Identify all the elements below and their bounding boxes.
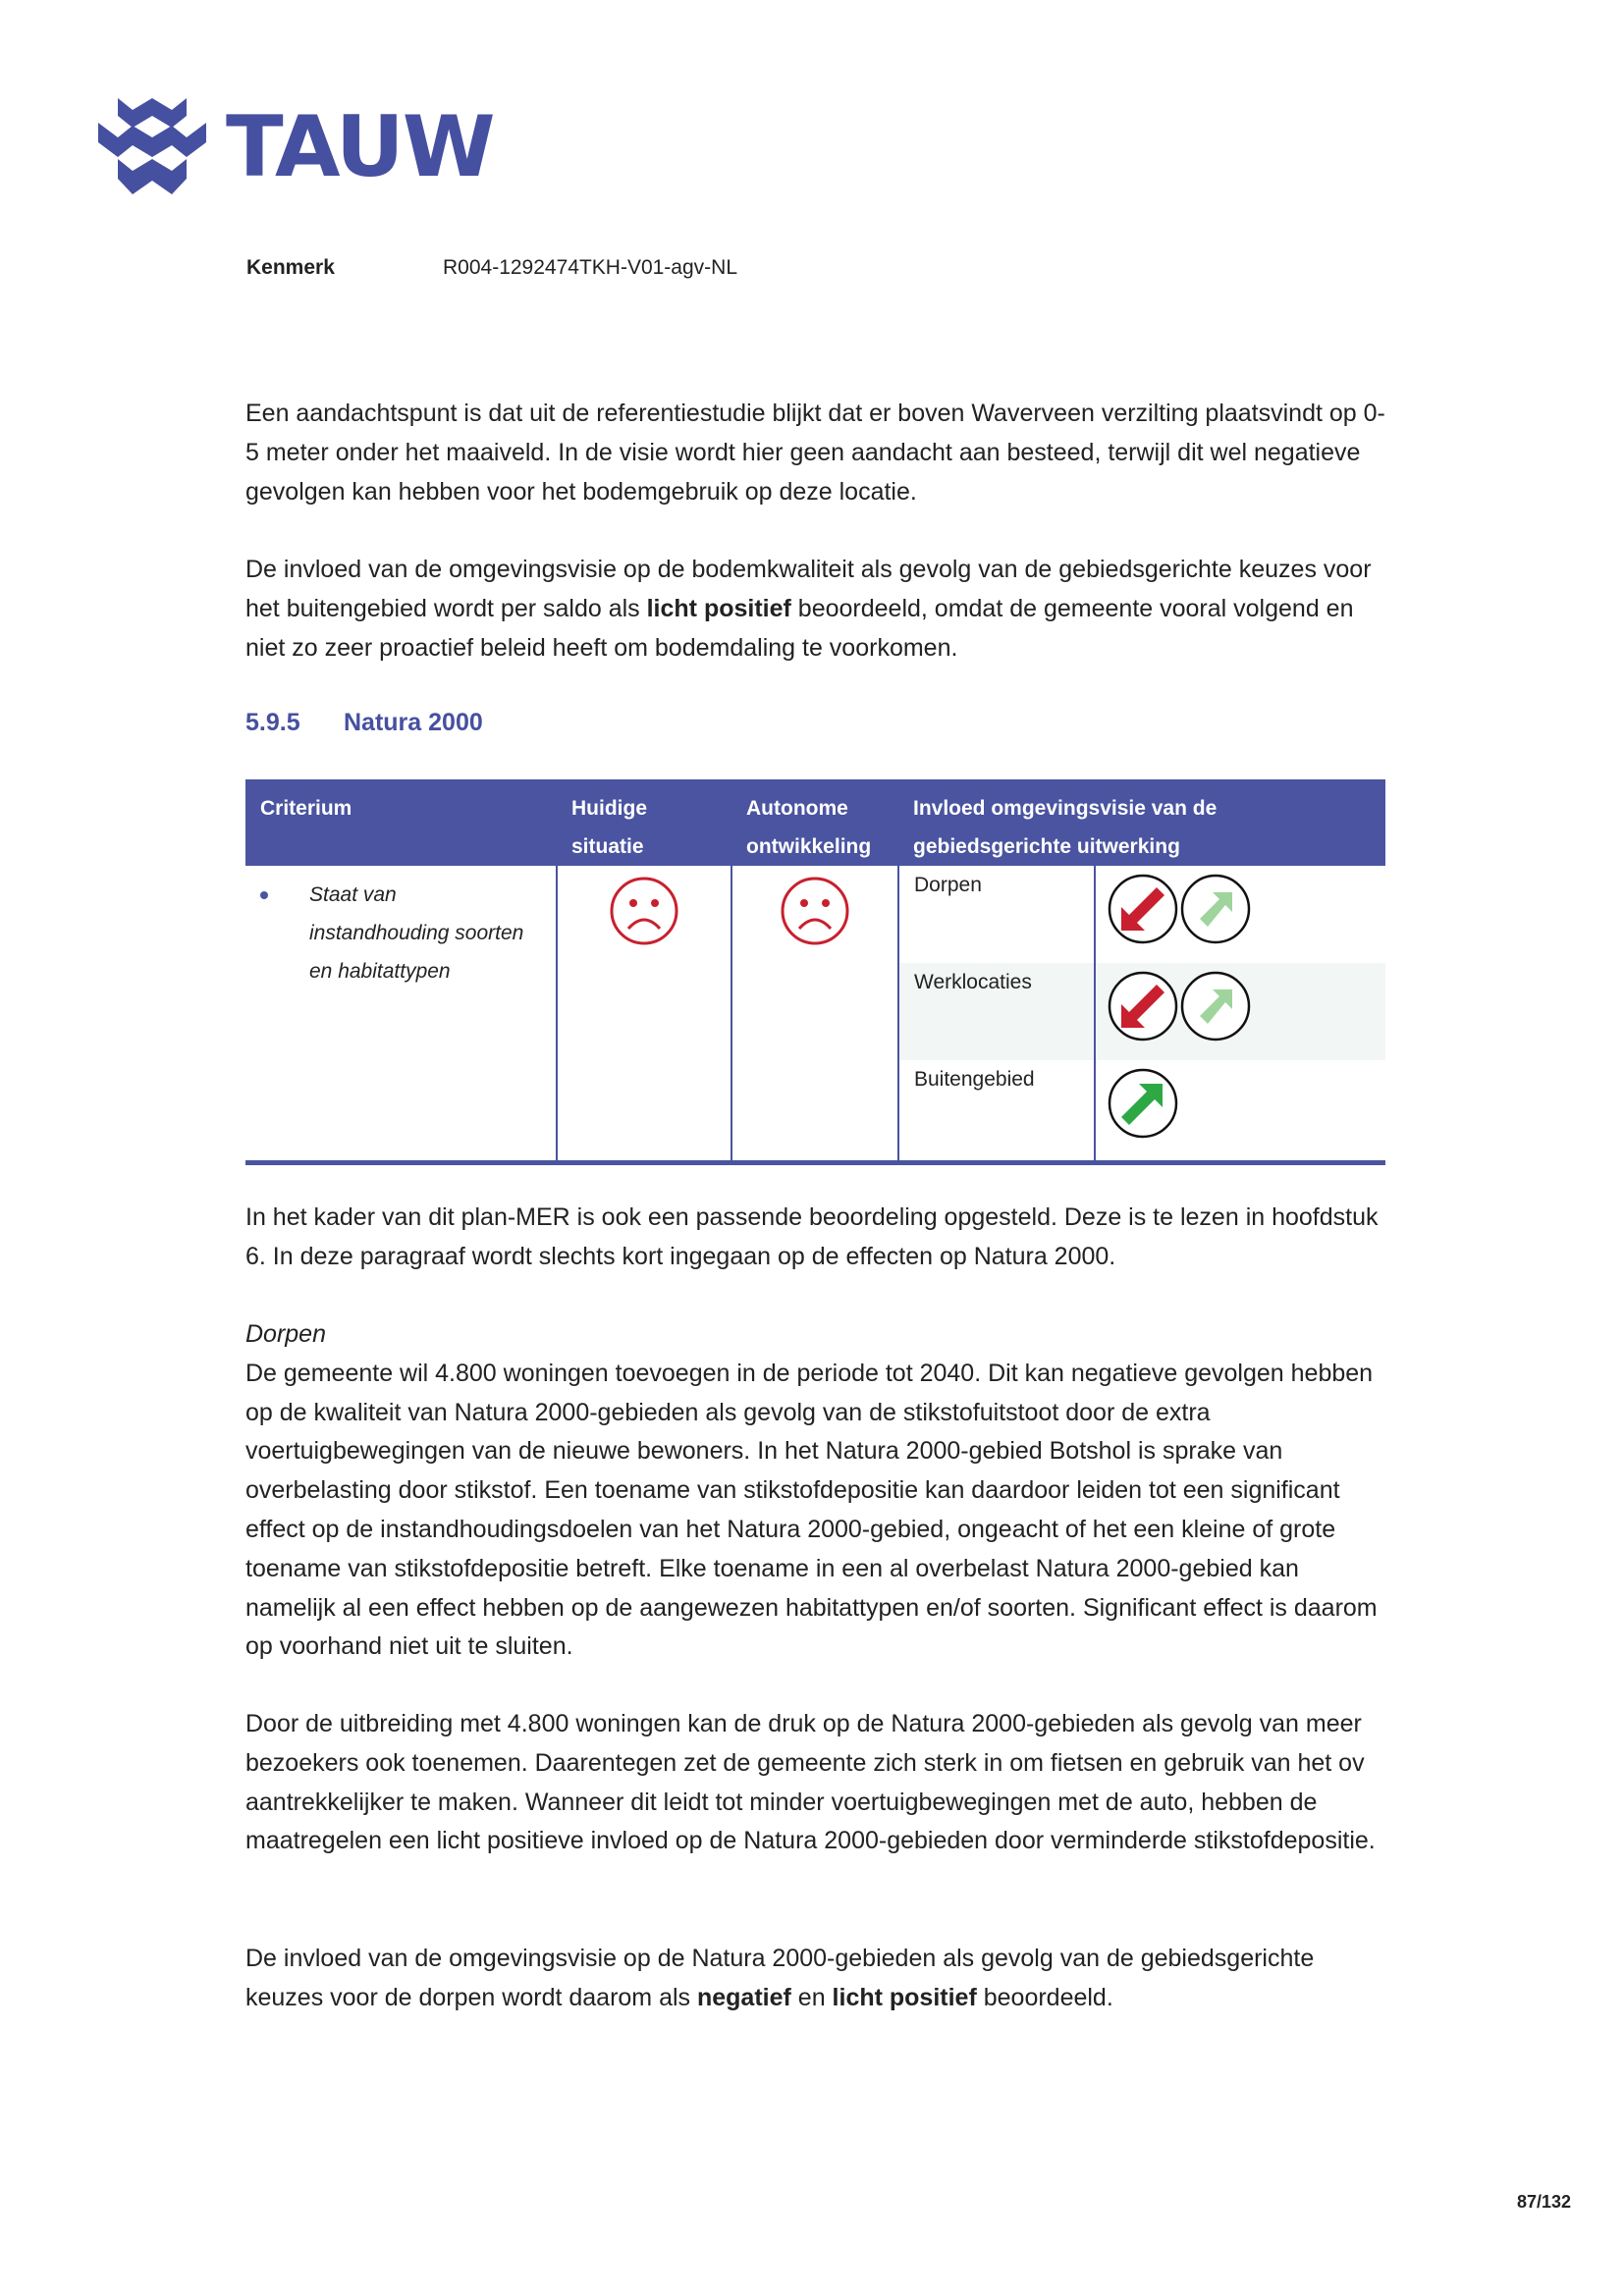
autonome-cell (731, 866, 898, 1165)
arrow-up-green-icon (1108, 1068, 1178, 1139)
huidige-cell (556, 866, 731, 1165)
logo-text: TAUW (226, 98, 496, 196)
paragraph-text: De invloed van de omgevingsvisie op de N… (245, 1945, 1315, 2011)
assessment-table: Criterium Huidige situatie Autonome ontw… (245, 779, 1385, 1165)
paragraph-text: Door de uitbreiding met 4.800 woningen k… (245, 1710, 1376, 1855)
subrow-buitengebied: Buitengebied (899, 1060, 1385, 1160)
invloed-cell: Dorpen Werklocaties Buitengebied (897, 866, 1385, 1165)
page-number: 87/132 (1517, 2192, 1572, 2212)
paragraph: Een aandachtspunt is dat uit de referent… (245, 395, 1394, 511)
sad-face-icon (781, 877, 849, 945)
paragraph-text: De invloed van de omgevingsvisie op de b… (245, 556, 1372, 662)
paragraph-text: De gemeente wil 4.800 woningen toevoegen… (245, 1359, 1378, 1661)
section-title: Natura 2000 (344, 709, 483, 736)
paragraph: In het kader van dit plan-MER is ook een… (245, 1199, 1394, 1277)
sad-face-icon (610, 877, 678, 945)
subrow-werklocaties: Werklocaties (899, 963, 1385, 1060)
arrow-down-red-icon (1108, 874, 1178, 944)
header-invloed: Invloed omgevingsvisie van de gebiedsger… (898, 779, 1385, 866)
header-criterium: Criterium (245, 779, 557, 866)
subrow-dorpen: Dorpen (899, 866, 1385, 963)
subrow-label: Werklocaties (899, 963, 1096, 1060)
criterium-cell: Staat van instandhouding soorten en habi… (245, 866, 557, 1165)
tauw-logo: TAUW (98, 98, 496, 196)
header-autonome: Autonome ontwikkeling (731, 779, 898, 866)
subrow-label: Dorpen (899, 866, 1096, 963)
header-huidige: Huidige situatie (557, 779, 731, 866)
bullet-icon (260, 891, 268, 899)
section-heading: 5.9.5 Natura 2000 (245, 709, 483, 737)
subrow-label: Buitengebied (899, 1060, 1096, 1160)
section-number: 5.9.5 (245, 709, 300, 736)
arrow-down-red-icon (1108, 971, 1178, 1041)
kenmerk: Kenmerk R004-1292474TKH-V01-agv-NL (246, 256, 737, 280)
paragraph-text: Een aandachtspunt is dat uit de referent… (245, 400, 1385, 506)
paragraph: Door de uitbreiding met 4.800 woningen k… (245, 1705, 1394, 1861)
paragraph-text: In het kader van dit plan-MER is ook een… (245, 1203, 1379, 1270)
kenmerk-label: Kenmerk (246, 256, 335, 279)
paragraph: De invloed van de omgevingsvisie op de b… (245, 551, 1394, 667)
paragraph: Dorpen De gemeente wil 4.800 woningen to… (245, 1315, 1394, 1667)
paragraph: De invloed van de omgevingsvisie op de N… (245, 1940, 1394, 2018)
logo-waves-icon (98, 98, 206, 194)
kenmerk-value: R004-1292474TKH-V01-agv-NL (443, 256, 737, 279)
subheading-dorpen: Dorpen (245, 1320, 326, 1348)
arrow-up-lightgreen-icon (1180, 874, 1251, 944)
arrow-up-lightgreen-icon (1180, 971, 1251, 1041)
